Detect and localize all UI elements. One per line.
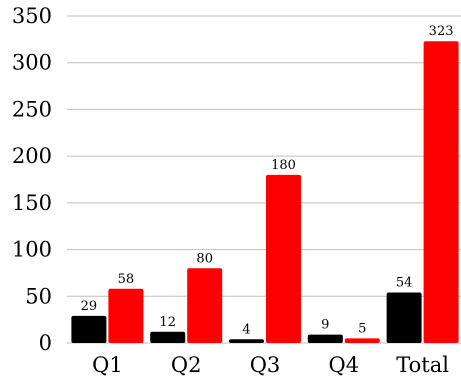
x-tick-label-q1: Q1: [92, 353, 123, 377]
y-tick-label: 300: [12, 51, 52, 75]
y-tick-label: 200: [12, 144, 52, 168]
bar-q2-series-2: [187, 268, 223, 343]
data-label-q1-series-2: 58: [118, 272, 135, 287]
bar-q4-series-2: [344, 338, 380, 343]
data-label-q2-series-2: 80: [196, 251, 213, 266]
x-tick-label-q2: Q2: [171, 353, 202, 377]
data-label-q4-series-1: 9: [321, 318, 329, 333]
bars: [71, 41, 459, 344]
data-label-q2-series-1: 12: [159, 315, 176, 330]
bar-q3-series-2: [266, 174, 301, 343]
bar-q2-series-1: [150, 331, 186, 343]
y-tick-label: 0: [39, 331, 52, 355]
y-tick-label: 250: [12, 97, 52, 121]
bar-total-series-2: [423, 41, 459, 344]
x-axis-category-labels: Q1 Q2 Q3 Q4 Total: [92, 353, 449, 377]
data-label-total-series-1: 54: [396, 276, 413, 291]
bar-q4-series-1: [307, 334, 343, 343]
y-tick-label: 50: [25, 284, 52, 308]
y-tick-label: 350: [12, 4, 52, 28]
data-label-q1-series-1: 29: [81, 299, 98, 314]
bar-q1-series-1: [71, 315, 107, 343]
bar-total-series-1: [386, 292, 422, 343]
data-label-q3-series-2: 180: [271, 158, 296, 173]
y-tick-label: 150: [12, 191, 52, 215]
data-labels: 29 58 12 80 4 180 9 5 54 323: [81, 24, 454, 337]
bar-q1-series-2: [108, 288, 144, 343]
y-tick-label: 100: [12, 238, 52, 262]
bar-q3-series-1: [229, 339, 264, 343]
y-axis-tick-labels: 0 50 100 150 200 250 300 350: [12, 4, 52, 355]
data-label-q4-series-2: 5: [358, 321, 366, 336]
x-tick-label-q4: Q4: [329, 353, 360, 377]
x-tick-label-q3: Q3: [250, 353, 281, 377]
data-label-total-series-2: 323: [429, 24, 454, 39]
x-tick-label-total: Total: [396, 353, 449, 377]
data-label-q3-series-1: 4: [242, 322, 250, 337]
